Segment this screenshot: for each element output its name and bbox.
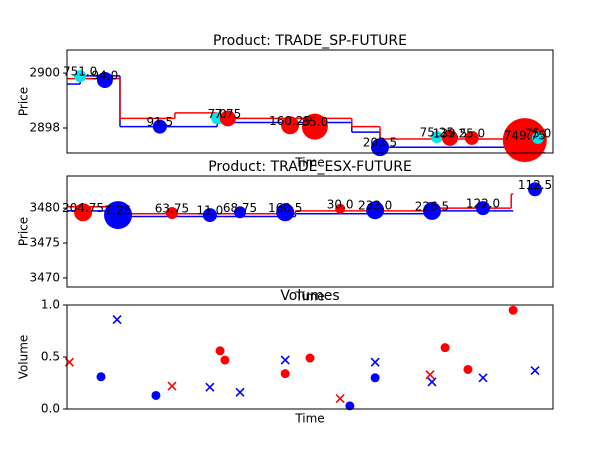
axes-frame <box>66 175 554 288</box>
bubble-label: 7.0 <box>208 107 227 121</box>
bubble <box>430 131 443 144</box>
bubble-label: 7.25 <box>105 204 132 218</box>
bubble <box>335 203 346 214</box>
subplot-title: Volumes <box>280 288 339 304</box>
y-tick-label: 2900 <box>29 66 60 80</box>
bubble <box>441 129 458 146</box>
bubble-label: 122.0 <box>466 197 500 211</box>
bubble <box>502 118 547 163</box>
bubble-label: 75.0 <box>525 126 552 140</box>
dot-marker <box>463 364 473 374</box>
bubble <box>234 206 247 219</box>
bubble <box>74 203 93 222</box>
x-marker <box>335 394 345 404</box>
x-marker <box>427 377 437 387</box>
bubble-label: 63.75 <box>155 202 189 216</box>
bubble <box>152 119 167 134</box>
y-tick-label: 0.5 <box>41 350 60 364</box>
bubble <box>476 201 491 216</box>
bubble <box>531 131 544 144</box>
bubble-label: 226.5 <box>415 199 449 213</box>
x-marker <box>425 370 435 380</box>
bubble-label: 139.5 <box>433 126 467 140</box>
dot-marker <box>370 373 380 383</box>
x-marker <box>205 382 215 392</box>
x-axis-label: Time <box>294 290 324 304</box>
dot-marker <box>305 353 315 363</box>
dot-marker <box>220 355 230 365</box>
x-marker <box>235 387 245 397</box>
bubble-label: 160.5 <box>268 201 302 215</box>
y-tick-label: 3475 <box>29 236 60 250</box>
bubble <box>370 138 389 157</box>
dot-marker <box>508 305 518 315</box>
bubble-label: 203.5 <box>363 136 397 150</box>
x-axis-label: Time <box>294 156 324 170</box>
y-tick-label: 3480 <box>29 201 60 215</box>
x-marker <box>478 373 488 383</box>
y-tick-label: 2898 <box>29 121 60 135</box>
x-marker <box>530 365 540 376</box>
bubble-label: 30.0 <box>327 197 354 211</box>
y-axis-label: Volume <box>17 335 31 380</box>
y-axis-label: Price <box>17 87 31 116</box>
bubble-label: 112.5 <box>518 178 552 192</box>
dot-marker <box>345 401 355 411</box>
x-marker <box>280 355 290 365</box>
bubble-label: 85.0 <box>302 115 329 129</box>
bubble <box>104 201 133 230</box>
bubble-label: 25.0 <box>458 126 485 140</box>
dot-marker <box>215 346 225 356</box>
bubble <box>276 203 295 222</box>
dot-marker <box>440 343 450 353</box>
bubble <box>165 207 178 219</box>
x-marker <box>167 381 177 391</box>
bubble-label: 749.75 <box>504 129 546 143</box>
bubble <box>74 70 87 83</box>
bubble-label: 91.5 <box>146 115 173 129</box>
bubble <box>202 208 217 223</box>
axes-frame <box>66 49 554 154</box>
bubble <box>301 113 328 140</box>
bubble-label: 751.0 <box>63 65 97 79</box>
bubble <box>96 71 113 88</box>
bubble-label: 75.25 <box>420 126 454 140</box>
bubble <box>219 110 236 127</box>
bubble <box>281 116 300 135</box>
bubble-label: 204.75 <box>62 201 104 215</box>
dot-marker <box>96 372 106 382</box>
x-marker <box>112 314 122 325</box>
x-axis-label: Time <box>294 412 324 426</box>
bubble-label: 233.0 <box>358 199 392 213</box>
bubble <box>464 130 479 145</box>
bubble <box>211 112 224 125</box>
bubble <box>528 182 543 197</box>
x-marker <box>370 357 380 367</box>
dot-marker <box>151 390 161 400</box>
bubble-label: 94.0 <box>92 68 119 82</box>
axes-frame <box>66 304 554 410</box>
dot-marker <box>280 369 290 379</box>
bubble-label: 160.25 <box>269 114 311 128</box>
y-tick-label: 3470 <box>29 270 60 284</box>
subplot-title: Product: TRADE_SP-FUTURE <box>213 33 407 49</box>
y-tick-label: 1.0 <box>41 298 60 312</box>
bubble-label: 68.75 <box>223 201 257 215</box>
bubble-label: 7.75 <box>215 107 242 121</box>
bubble-label: 11.0 <box>197 204 224 218</box>
subplot: 3470 3475 3480 204.75 7.25 63.75 11.0 68.75 160.… <box>17 159 554 304</box>
y-tick-label: 0.0 <box>41 402 60 416</box>
y-axis-label: Price <box>17 217 31 246</box>
subplot-title: Product: TRADE_ESX-FUTURE <box>208 159 412 175</box>
bubble <box>366 201 385 220</box>
bubble <box>422 201 441 220</box>
